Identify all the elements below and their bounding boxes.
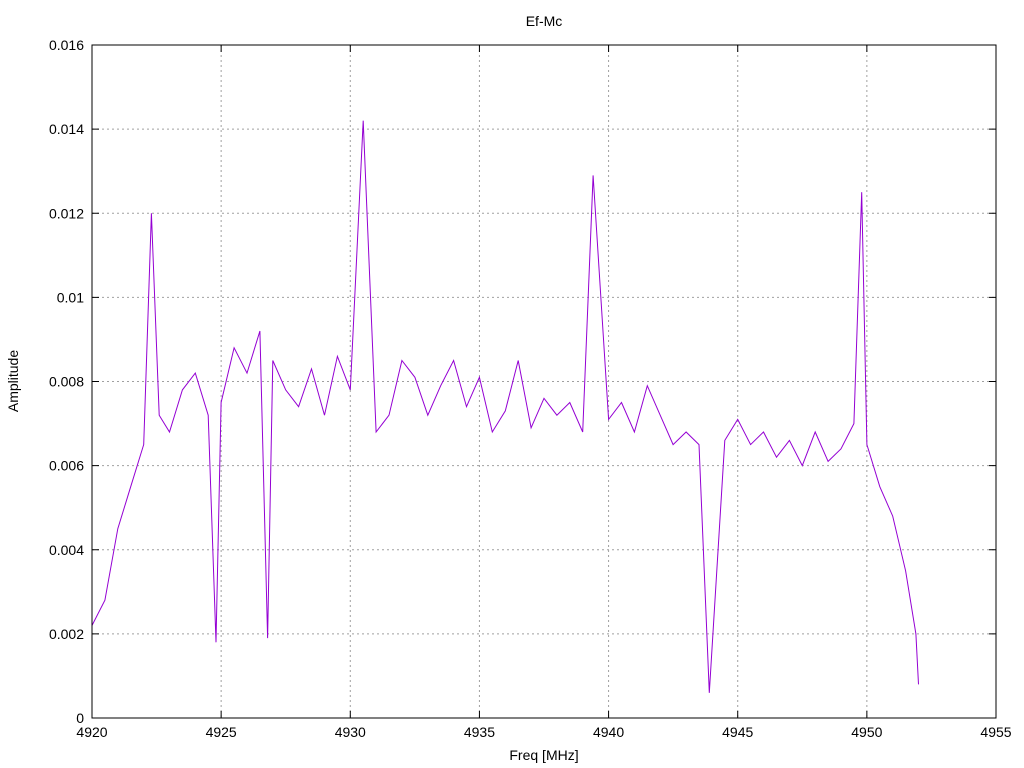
series-line (91, 120, 919, 693)
y-tick-label: 0.014 (49, 121, 84, 137)
x-tick-label: 4930 (335, 724, 366, 740)
y-tick-label: 0.002 (49, 626, 84, 642)
x-tick-label: 4940 (593, 724, 624, 740)
x-tick-label: 4920 (76, 724, 107, 740)
x-tick-label: 4925 (206, 724, 237, 740)
y-tick-label: 0.004 (49, 542, 84, 558)
y-tick-label: 0.016 (49, 37, 84, 53)
y-tick-label: 0.01 (57, 289, 84, 305)
x-axis: 4920 4925 4930 4935 4940 4945 4950 4955 (76, 45, 1012, 740)
x-tick-label: 4950 (851, 724, 882, 740)
chart-title: Ef-Mc (526, 13, 563, 29)
y-tick-label: 0.006 (49, 458, 84, 474)
y-tick-label: 0.008 (49, 374, 84, 390)
y-tick-label: 0 (76, 710, 84, 726)
x-tick-label: 4945 (722, 724, 753, 740)
y-axis-label: Amplitude (5, 350, 21, 412)
x-axis-label: Freq [MHz] (509, 747, 578, 763)
y-tick-label: 0.012 (49, 205, 84, 221)
grid (92, 45, 996, 718)
x-tick-label: 4955 (980, 724, 1011, 740)
y-axis: 0 0.002 0.004 0.006 0.008 0.01 0.012 0.014 0.016 (49, 37, 996, 726)
x-tick-label: 4935 (464, 724, 495, 740)
